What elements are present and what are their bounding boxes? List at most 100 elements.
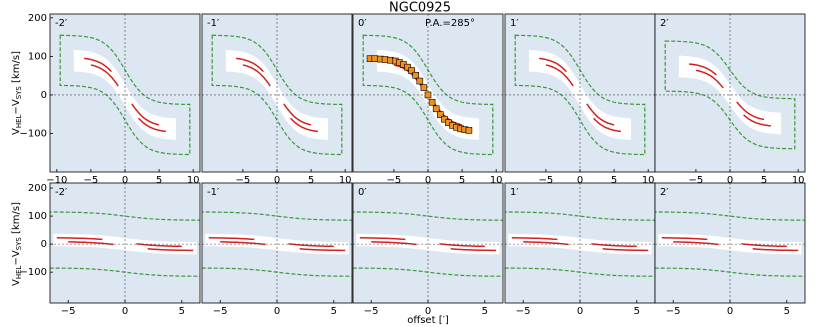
panel-label: 2′ (660, 187, 669, 198)
ridge-line (236, 57, 264, 73)
panel-label: -2′ (55, 18, 68, 29)
model-point (420, 84, 428, 91)
model-point (371, 55, 379, 63)
envelope (664, 40, 796, 150)
panel (655, 14, 805, 172)
panel-label: -1′ (207, 18, 220, 29)
x-tick-label: −5 (666, 306, 681, 317)
x-tick-label: 5 (308, 175, 314, 186)
panel-label: 1′ (510, 187, 519, 198)
y-tick-label: 0 (41, 239, 47, 250)
panel-label: 1′ (510, 18, 519, 29)
y-label-part: HEL (15, 114, 23, 128)
y-label-part: HEL (15, 265, 23, 279)
y-label-part: SYS (15, 237, 23, 251)
panel (505, 14, 655, 172)
ridge-line (147, 248, 194, 252)
panel-label: -1′ (207, 187, 220, 198)
model-point (412, 71, 420, 79)
model-point (408, 67, 415, 74)
x-tick-label: −5 (689, 175, 704, 186)
y-tick-label: 100 (28, 211, 47, 222)
panel (655, 183, 805, 303)
ridge-line (586, 103, 615, 126)
y-tick-label: −100 (20, 267, 47, 278)
model-point (381, 56, 389, 63)
ridge-line (290, 117, 318, 133)
x-tick-label: 0 (425, 175, 431, 186)
y-label-part: −V (11, 250, 22, 265)
y-label-part: V (11, 128, 22, 135)
model-point (432, 105, 440, 113)
x-tick-label: −5 (387, 175, 402, 186)
panel (50, 14, 200, 172)
model-point (416, 77, 424, 85)
ridge-line (602, 248, 649, 252)
x-tick-label: −5 (61, 306, 76, 317)
x-tick-label: 10 (187, 175, 200, 186)
ridge-line (299, 248, 346, 252)
ridge-line (743, 114, 771, 127)
ridge-line (56, 237, 103, 241)
y-tick-label: 200 (28, 183, 47, 194)
ridge-line (545, 64, 574, 87)
ridge-line (511, 237, 558, 241)
x-tick-label: −5 (84, 175, 99, 186)
model-point (428, 98, 436, 106)
x-tick-label: 10 (642, 175, 655, 186)
model-point (441, 115, 448, 123)
x-tick-label: 0 (274, 306, 280, 317)
model-point (404, 63, 411, 71)
panel (505, 183, 655, 303)
ridge-line (741, 243, 787, 248)
ridge-line (523, 241, 569, 246)
ridge-line (695, 69, 724, 89)
x-tick-label: 0 (122, 306, 128, 317)
x-tick-label: −10 (46, 175, 67, 186)
envelope (211, 34, 343, 156)
y-label-part: [km/s] (11, 51, 22, 86)
x-tick-label: 0 (577, 306, 583, 317)
x-tick-label: 0 (274, 175, 280, 186)
envelope (514, 34, 646, 156)
panel-label: 0′ (358, 18, 367, 29)
ridge-line (136, 243, 182, 248)
x-tick-label: 5 (482, 306, 488, 317)
ridge-line (736, 101, 765, 121)
ridge-line (359, 237, 406, 241)
panel (202, 183, 352, 303)
model-point (424, 91, 432, 99)
x-tick-label: 5 (761, 175, 767, 186)
x-tick-label: 5 (331, 306, 337, 317)
y-label-part: SYS (15, 86, 23, 100)
ridge-line (90, 64, 119, 87)
ridge-line (450, 248, 497, 252)
ridge-line (752, 248, 799, 252)
ridge-line (661, 237, 708, 241)
x-tick-label: 5 (634, 306, 640, 317)
ridge-line (371, 241, 417, 246)
x-tick-label: 5 (611, 175, 617, 186)
x-tick-label: 0 (727, 175, 733, 186)
ridge-line (439, 243, 485, 248)
panel (50, 183, 200, 303)
x-tick-label: 10 (792, 175, 805, 186)
y-tick-label: 200 (28, 13, 47, 24)
y-label-part: [km/s] (11, 202, 22, 237)
panel (353, 183, 503, 303)
y-tick-label: 0 (41, 90, 47, 101)
ridge-line (220, 241, 266, 246)
ridge-line (242, 64, 271, 87)
ridge-line (593, 117, 621, 133)
x-tick-label: −5 (213, 306, 228, 317)
x-tick-label: −5 (516, 306, 531, 317)
x-axis-label: offset [′] (407, 315, 449, 326)
ridge-line (539, 57, 567, 73)
ridge-line (138, 117, 166, 133)
x-tick-label: −5 (539, 175, 554, 186)
y-label-part: −V (11, 99, 22, 114)
model-point (465, 127, 473, 134)
ridge-line (288, 243, 334, 248)
